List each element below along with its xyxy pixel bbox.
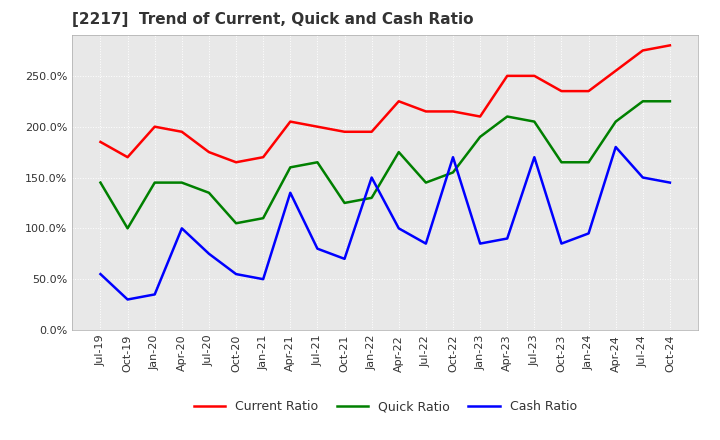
Cash Ratio	[123, 297, 132, 302]
Cash Ratio	[476, 241, 485, 246]
Current Ratio	[96, 139, 105, 145]
Current Ratio	[639, 48, 647, 53]
Quick Ratio	[476, 134, 485, 139]
Quick Ratio	[639, 99, 647, 104]
Cash Ratio	[150, 292, 159, 297]
Current Ratio	[313, 124, 322, 129]
Current Ratio	[286, 119, 294, 124]
Quick Ratio	[557, 160, 566, 165]
Cash Ratio	[503, 236, 511, 241]
Current Ratio	[665, 43, 674, 48]
Quick Ratio	[395, 150, 403, 155]
Cash Ratio	[178, 226, 186, 231]
Line: Quick Ratio: Quick Ratio	[101, 101, 670, 228]
Quick Ratio	[449, 170, 457, 175]
Current Ratio	[232, 160, 240, 165]
Current Ratio	[395, 99, 403, 104]
Cash Ratio	[611, 144, 620, 150]
Quick Ratio	[150, 180, 159, 185]
Cash Ratio	[232, 271, 240, 277]
Current Ratio	[341, 129, 349, 134]
Cash Ratio	[395, 226, 403, 231]
Current Ratio	[367, 129, 376, 134]
Cash Ratio	[367, 175, 376, 180]
Current Ratio	[503, 73, 511, 78]
Current Ratio	[259, 154, 268, 160]
Quick Ratio	[421, 180, 430, 185]
Cash Ratio	[639, 175, 647, 180]
Cash Ratio	[341, 256, 349, 261]
Current Ratio	[421, 109, 430, 114]
Line: Current Ratio: Current Ratio	[101, 45, 670, 162]
Cash Ratio	[557, 241, 566, 246]
Cash Ratio	[584, 231, 593, 236]
Text: [2217]  Trend of Current, Quick and Cash Ratio: [2217] Trend of Current, Quick and Cash …	[72, 12, 474, 27]
Cash Ratio	[204, 251, 213, 257]
Current Ratio	[150, 124, 159, 129]
Cash Ratio	[421, 241, 430, 246]
Quick Ratio	[367, 195, 376, 201]
Cash Ratio	[286, 190, 294, 195]
Quick Ratio	[204, 190, 213, 195]
Cash Ratio	[259, 276, 268, 282]
Current Ratio	[557, 88, 566, 94]
Quick Ratio	[123, 226, 132, 231]
Legend: Current Ratio, Quick Ratio, Cash Ratio: Current Ratio, Quick Ratio, Cash Ratio	[189, 395, 582, 418]
Quick Ratio	[259, 216, 268, 221]
Cash Ratio	[530, 154, 539, 160]
Quick Ratio	[232, 220, 240, 226]
Quick Ratio	[611, 119, 620, 124]
Quick Ratio	[584, 160, 593, 165]
Cash Ratio	[449, 154, 457, 160]
Line: Cash Ratio: Cash Ratio	[101, 147, 670, 300]
Current Ratio	[476, 114, 485, 119]
Current Ratio	[449, 109, 457, 114]
Quick Ratio	[286, 165, 294, 170]
Current Ratio	[178, 129, 186, 134]
Current Ratio	[204, 150, 213, 155]
Current Ratio	[584, 88, 593, 94]
Current Ratio	[530, 73, 539, 78]
Quick Ratio	[503, 114, 511, 119]
Quick Ratio	[313, 160, 322, 165]
Cash Ratio	[313, 246, 322, 251]
Quick Ratio	[178, 180, 186, 185]
Quick Ratio	[530, 119, 539, 124]
Current Ratio	[611, 68, 620, 73]
Current Ratio	[123, 154, 132, 160]
Quick Ratio	[96, 180, 105, 185]
Cash Ratio	[96, 271, 105, 277]
Cash Ratio	[665, 180, 674, 185]
Quick Ratio	[341, 200, 349, 205]
Quick Ratio	[665, 99, 674, 104]
